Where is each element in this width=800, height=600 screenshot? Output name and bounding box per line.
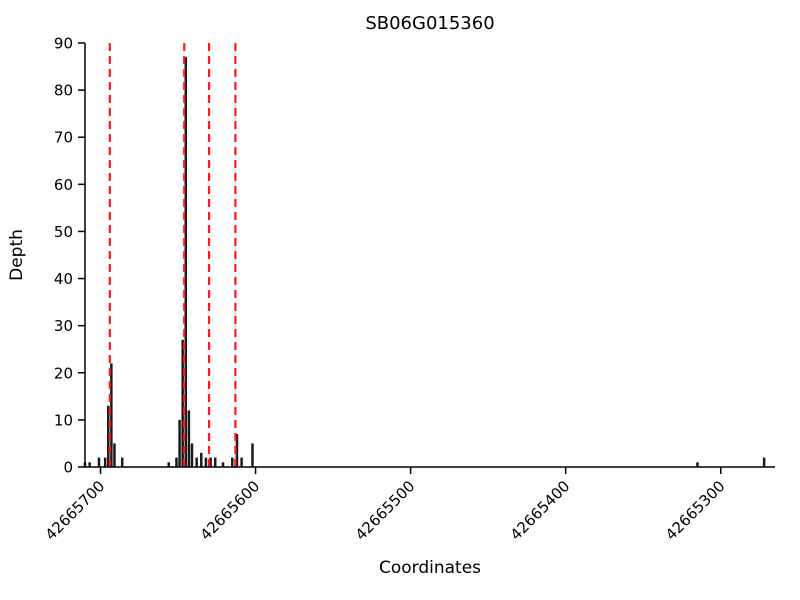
- chart-title: SB06G015360: [365, 13, 494, 34]
- bars-layer: [83, 57, 766, 467]
- depth-bar: [88, 462, 91, 467]
- x-tick-label: 42665300: [662, 477, 729, 544]
- depth-bar: [120, 457, 124, 467]
- depth-bar: [221, 462, 225, 467]
- depth-bar: [204, 457, 208, 467]
- y-tick-label: 60: [54, 176, 73, 194]
- y-tick-label: 20: [54, 364, 73, 382]
- x-tick-label: 42665600: [197, 477, 264, 544]
- depth-bar: [187, 410, 191, 467]
- x-tick-label: 42665500: [352, 477, 419, 544]
- depth-bar: [113, 443, 116, 467]
- depth-bar: [235, 434, 239, 467]
- y-tick-label: 50: [54, 223, 73, 241]
- depth-bar: [762, 457, 766, 467]
- y-tick-label: 30: [54, 317, 73, 335]
- depth-bar: [175, 457, 178, 467]
- depth-bar: [97, 457, 101, 467]
- depth-bar: [231, 457, 234, 467]
- x-tick-label: 42665700: [42, 477, 109, 544]
- depth-bar: [181, 339, 184, 467]
- depth-bar: [240, 457, 243, 467]
- depth-bar: [195, 457, 198, 467]
- y-axis-label: Depth: [7, 229, 27, 281]
- depth-bar: [103, 457, 107, 467]
- x-axis-label: Coordinates: [379, 558, 481, 578]
- depth-bar: [209, 457, 212, 467]
- depth-bar: [107, 405, 110, 467]
- y-tick-label: 80: [54, 82, 73, 100]
- y-tick-label: 10: [54, 411, 73, 429]
- depth-bar: [696, 462, 699, 467]
- depth-bar: [200, 452, 203, 467]
- y-tick-label: 90: [54, 35, 73, 53]
- y-tick-label: 40: [54, 270, 73, 288]
- depth-bar: [167, 462, 170, 467]
- axes-layer: [84, 43, 775, 468]
- depth-bar: [214, 457, 217, 467]
- depth-bar: [190, 443, 194, 467]
- vlines-layer: [108, 43, 237, 467]
- depth-bar: [184, 57, 188, 467]
- y-tick-label: 0: [63, 459, 73, 477]
- depth-bar: [178, 419, 181, 467]
- x-tick-label: 42665400: [507, 477, 574, 544]
- y-tick-label: 70: [54, 129, 73, 147]
- depth-bar: [110, 363, 113, 467]
- depth-bar: [251, 443, 254, 467]
